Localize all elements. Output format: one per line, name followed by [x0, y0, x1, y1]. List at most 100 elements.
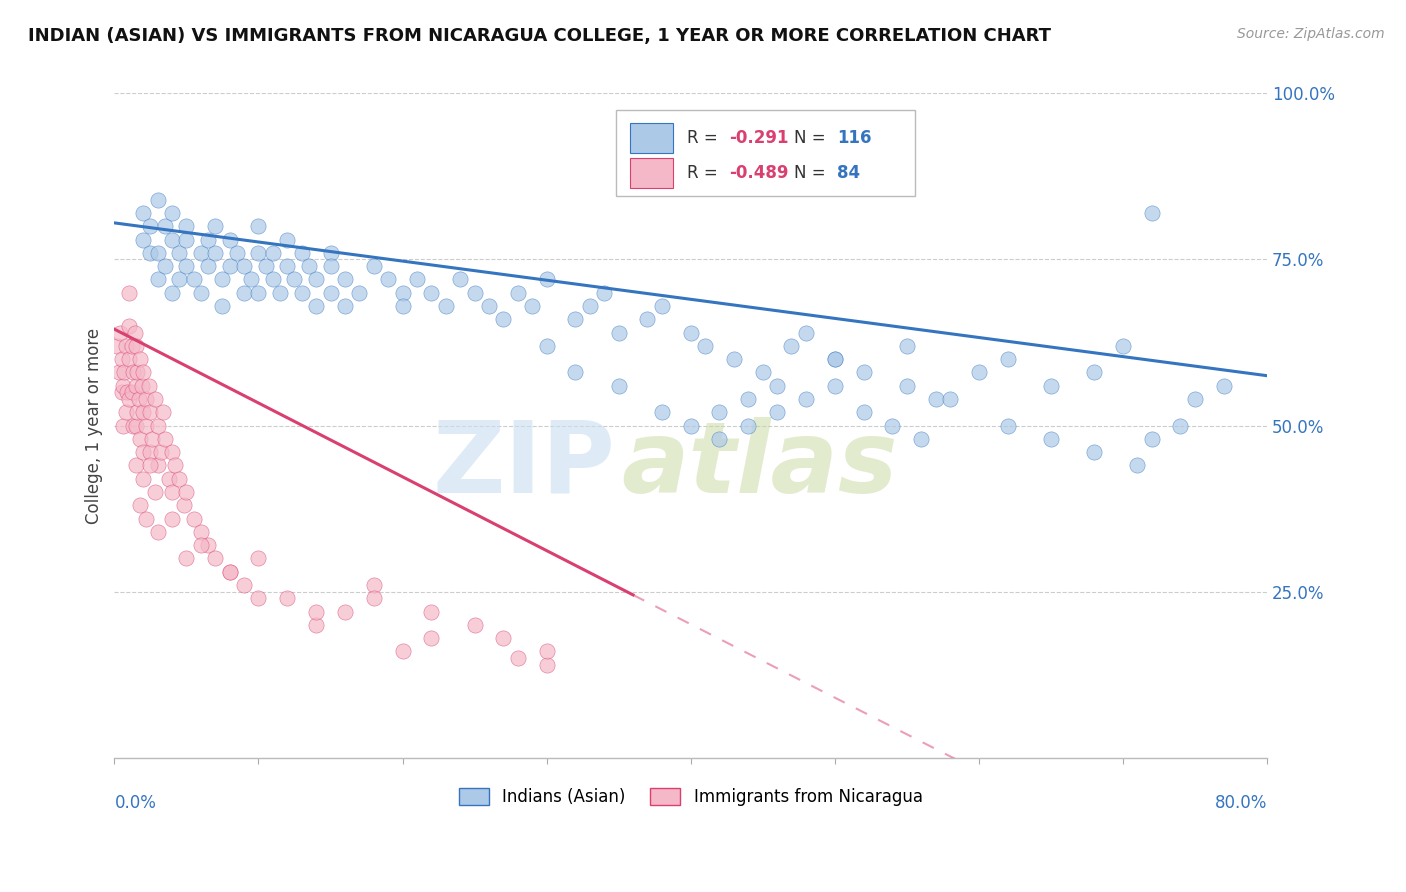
Point — [910, 432, 932, 446]
Point — [824, 352, 846, 367]
Point — [233, 285, 256, 300]
Point — [1140, 206, 1163, 220]
Point — [536, 644, 558, 658]
Point — [132, 405, 155, 419]
Point — [190, 245, 212, 260]
Point — [132, 233, 155, 247]
Point — [305, 299, 328, 313]
Point — [363, 591, 385, 606]
Point — [218, 565, 240, 579]
Point — [305, 272, 328, 286]
Point — [122, 365, 145, 379]
Point — [122, 418, 145, 433]
Point — [283, 272, 305, 286]
Point — [406, 272, 429, 286]
Point — [723, 352, 745, 367]
Point — [132, 445, 155, 459]
Point — [593, 285, 616, 300]
Point — [896, 339, 918, 353]
Point — [262, 272, 284, 286]
Point — [924, 392, 946, 406]
Point — [115, 339, 138, 353]
Point — [709, 432, 731, 446]
Point — [129, 352, 152, 367]
Point — [204, 245, 226, 260]
Point — [824, 352, 846, 367]
Point — [160, 445, 183, 459]
Point — [709, 405, 731, 419]
Point — [262, 245, 284, 260]
Point — [1140, 432, 1163, 446]
Point — [112, 418, 135, 433]
Point — [125, 339, 148, 353]
Point — [536, 272, 558, 286]
Point — [536, 657, 558, 672]
Point — [536, 339, 558, 353]
Point — [124, 326, 146, 340]
Text: ZIP: ZIP — [433, 417, 616, 514]
Point — [117, 385, 139, 400]
Point — [449, 272, 471, 286]
Point — [420, 285, 443, 300]
Point — [492, 631, 515, 645]
Point — [153, 259, 176, 273]
Point — [464, 617, 486, 632]
Point — [247, 285, 270, 300]
Point — [240, 272, 263, 286]
Point — [160, 206, 183, 220]
Point — [152, 405, 174, 419]
Point — [349, 285, 371, 300]
Point — [391, 299, 413, 313]
Point — [693, 339, 716, 353]
Point — [434, 299, 457, 313]
Point — [190, 538, 212, 552]
Point — [118, 392, 141, 406]
Point — [291, 245, 314, 260]
Point — [1184, 392, 1206, 406]
Point — [107, 365, 129, 379]
Point — [183, 272, 205, 286]
Point — [391, 285, 413, 300]
Point — [125, 418, 148, 433]
Point — [190, 524, 212, 539]
FancyBboxPatch shape — [630, 123, 673, 153]
Point — [167, 245, 190, 260]
Point — [794, 326, 817, 340]
Point — [146, 193, 169, 207]
Point — [139, 245, 162, 260]
FancyBboxPatch shape — [616, 110, 915, 196]
Point — [997, 352, 1019, 367]
Point — [391, 644, 413, 658]
Point — [118, 285, 141, 300]
Point — [204, 219, 226, 234]
Point — [651, 299, 673, 313]
Point — [363, 259, 385, 273]
Point — [176, 551, 198, 566]
Point — [153, 219, 176, 234]
Text: -0.489: -0.489 — [728, 164, 789, 182]
Legend: Indians (Asian), Immigrants from Nicaragua: Indians (Asian), Immigrants from Nicarag… — [451, 780, 929, 813]
Point — [118, 318, 141, 333]
Text: Source: ZipAtlas.com: Source: ZipAtlas.com — [1237, 27, 1385, 41]
Point — [108, 326, 131, 340]
Point — [564, 365, 586, 379]
Point — [896, 378, 918, 392]
Point — [420, 605, 443, 619]
Point — [636, 312, 658, 326]
Point — [233, 578, 256, 592]
Point — [506, 285, 529, 300]
Point — [852, 405, 875, 419]
Point — [163, 458, 186, 473]
Point — [291, 285, 314, 300]
Point — [607, 378, 630, 392]
Point — [1126, 458, 1149, 473]
Text: R =: R = — [688, 164, 723, 182]
Text: 84: 84 — [837, 164, 860, 182]
Point — [121, 385, 143, 400]
Point — [135, 392, 157, 406]
Point — [679, 418, 702, 433]
Point — [146, 458, 169, 473]
Point — [118, 352, 141, 367]
Point — [247, 551, 270, 566]
Point — [190, 285, 212, 300]
